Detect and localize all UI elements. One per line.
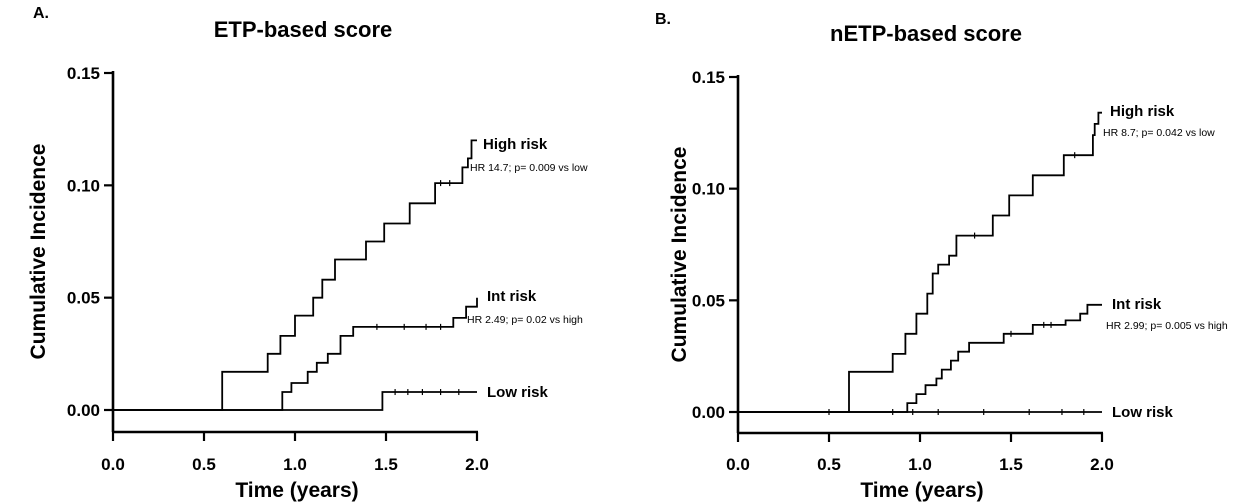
y-axis-label: Cumulative Incidence: [27, 144, 50, 360]
panel-b: B. nETP-based score 0.00 0.05 0.10 0.15 0.0 0.5…: [655, 11, 1228, 502]
chart-title: nETP-based score: [830, 21, 1022, 46]
y-tick-label: 0.05: [692, 291, 725, 310]
x-tick-label: 0.0: [101, 455, 125, 474]
x-tick-label: 1.0: [908, 455, 932, 474]
panel-a: A. ETP-based score 0.00 0.05 0.10 0.15 0.0 0.5 1…: [27, 5, 588, 502]
x-axis-label: Time (years): [860, 479, 983, 502]
y-tick-label: 0.15: [692, 68, 725, 87]
y-tick-label: 0.10: [67, 176, 100, 195]
y-tick-label: 0.15: [67, 64, 100, 83]
x-tick-label: 0.5: [817, 455, 841, 474]
x-tick-label: 0.0: [726, 455, 750, 474]
x-tick-label: 1.5: [999, 455, 1023, 474]
x-tick-label: 1.5: [374, 455, 398, 474]
series-note-high-risk: HR 8.7; p= 0.042 vs low: [1103, 127, 1215, 139]
panel-letter: A.: [33, 5, 49, 22]
series-note-int-risk: HR 2.49; p= 0.02 vs high: [467, 314, 583, 326]
x-axis-label: Time (years): [235, 479, 358, 502]
series-label-low-risk: Low risk: [487, 384, 549, 401]
x-tick-label: 2.0: [465, 455, 489, 474]
y-tick-label: 0.00: [67, 401, 100, 420]
x-tick-label: 0.5: [192, 455, 216, 474]
series-line-int-risk: [738, 303, 1102, 413]
y-tick-label: 0.00: [692, 403, 725, 422]
panel-letter: B.: [655, 11, 671, 28]
series-line-low-risk: [113, 391, 477, 411]
y-tick-label: 0.10: [692, 180, 725, 199]
series-note-int-risk: HR 2.99; p= 0.005 vs high: [1106, 320, 1228, 332]
series-label-int-risk: Int risk: [1112, 296, 1162, 313]
series-label-high-risk: High risk: [1110, 103, 1175, 120]
series-line-high-risk: [738, 111, 1102, 413]
x-tick-label: 1.0: [283, 455, 307, 474]
series-label-int-risk: Int risk: [487, 288, 537, 305]
x-tick-label: 2.0: [1090, 455, 1114, 474]
y-tick-label: 0.05: [67, 289, 100, 308]
series-label-low-risk: Low risk: [1112, 404, 1174, 421]
series-note-high-risk: HR 14.7; p= 0.009 vs low: [470, 162, 588, 174]
chart-title: ETP-based score: [214, 17, 393, 42]
series-label-high-risk: High risk: [483, 136, 548, 153]
y-axis-label: Cumulative Incidence: [668, 147, 691, 363]
series-line-high-risk: [113, 139, 477, 411]
series-line-int-risk: [113, 297, 478, 411]
